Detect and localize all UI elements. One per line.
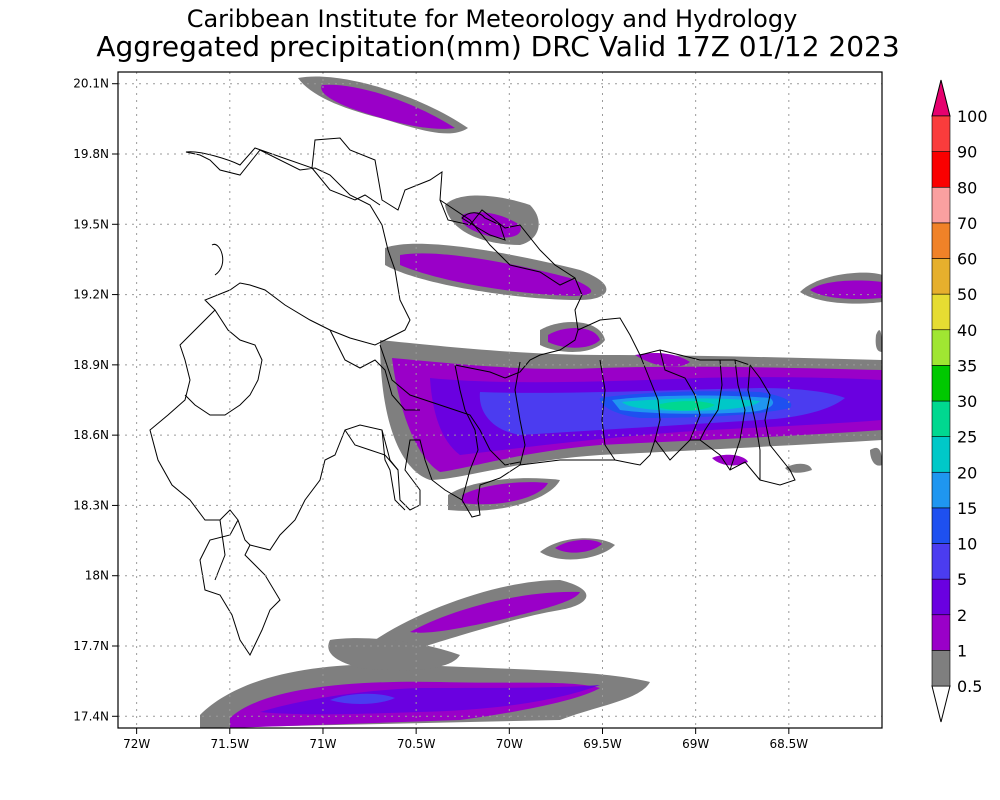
- colorbar-label: 20: [957, 463, 977, 482]
- colorbar-swatch: [931, 436, 951, 473]
- colorbar-label: 0.5: [957, 677, 982, 696]
- colorbar-swatch: [931, 471, 951, 509]
- lon-tick-label: 68.5W: [770, 737, 809, 751]
- title-institute: Caribbean Institute for Meteorology and …: [187, 5, 798, 33]
- colorbar-under-arrow: [931, 685, 951, 723]
- colorbar-label: 50: [957, 285, 977, 304]
- colorbar-swatch: [931, 578, 951, 616]
- lat-tick-label: 19.8N: [73, 147, 109, 161]
- colorbar-label: 35: [957, 356, 977, 375]
- lat-tick-label: 19.5N: [73, 217, 109, 231]
- lat-tick-label: 17.7N: [73, 639, 109, 653]
- colorbar-swatch: [931, 650, 951, 687]
- lat-tick-label: 18.6N: [73, 428, 109, 442]
- lon-tick-label: 72W: [123, 737, 150, 751]
- colorbar-over-arrow: [931, 79, 951, 117]
- colorbar-label: 80: [957, 178, 977, 197]
- lon-tick-label: 71.5W: [211, 737, 250, 751]
- colorbar-swatch: [931, 365, 951, 402]
- colorbar-label: 30: [957, 392, 977, 411]
- colorbar-swatch: [931, 258, 951, 295]
- lon-tick-label: 69W: [682, 737, 709, 751]
- lat-tick-label: 20.1N: [73, 77, 109, 91]
- colorbar-label: 2: [957, 606, 967, 625]
- colorbar-label: 40: [957, 321, 977, 340]
- lon-tick-label: 70W: [496, 737, 523, 751]
- title-product: Aggregated precipitation(mm) DRC Valid 1…: [96, 30, 899, 63]
- colorbar-label: 90: [957, 143, 977, 162]
- colorbar-swatch: [931, 507, 951, 544]
- colorbar-label: 25: [957, 428, 977, 447]
- colorbar-swatch: [931, 614, 951, 651]
- lat-tick-label: 18.9N: [73, 358, 109, 372]
- lat-tick-label: 18.3N: [73, 498, 109, 512]
- precip-30mm-contours: [660, 401, 715, 411]
- colorbar-label: 70: [957, 214, 977, 233]
- country-boundaries: [149, 137, 796, 657]
- lat-tick-label: 17.4N: [73, 709, 109, 723]
- lon-tick-label: 71W: [309, 737, 336, 751]
- colorbar-swatch: [931, 329, 951, 366]
- colorbar-label: 60: [957, 250, 977, 269]
- map-axes: 72W 71.5W 71W 70.5W 70W 69.5W 69W 68.5W 20.1N 19.…: [73, 77, 808, 751]
- lon-tick-label: 70.5W: [397, 737, 436, 751]
- colorbar-swatch: [931, 186, 951, 224]
- colorbar-swatch: [931, 222, 951, 259]
- lat-tick-label: 19.2N: [73, 288, 109, 302]
- colorbar-swatch: [931, 400, 951, 437]
- lon-tick-label: 69.5W: [583, 737, 622, 751]
- colorbar-label: 15: [957, 499, 977, 518]
- colorbar-label: 1: [957, 641, 967, 660]
- colorbar-label: 5: [957, 570, 967, 589]
- plot-area: [118, 72, 882, 728]
- lat-tick-label: 18N: [85, 569, 109, 583]
- colorbar-label: 10: [957, 535, 977, 554]
- colorbar-label: 100: [957, 107, 988, 126]
- colorbar-swatch: [931, 151, 951, 188]
- colorbar-swatch: [931, 293, 951, 331]
- plot-frame: [117, 71, 883, 729]
- colorbar-swatch: [931, 543, 951, 580]
- colorbar-swatch: [931, 115, 951, 152]
- graticule-grid: [118, 72, 882, 728]
